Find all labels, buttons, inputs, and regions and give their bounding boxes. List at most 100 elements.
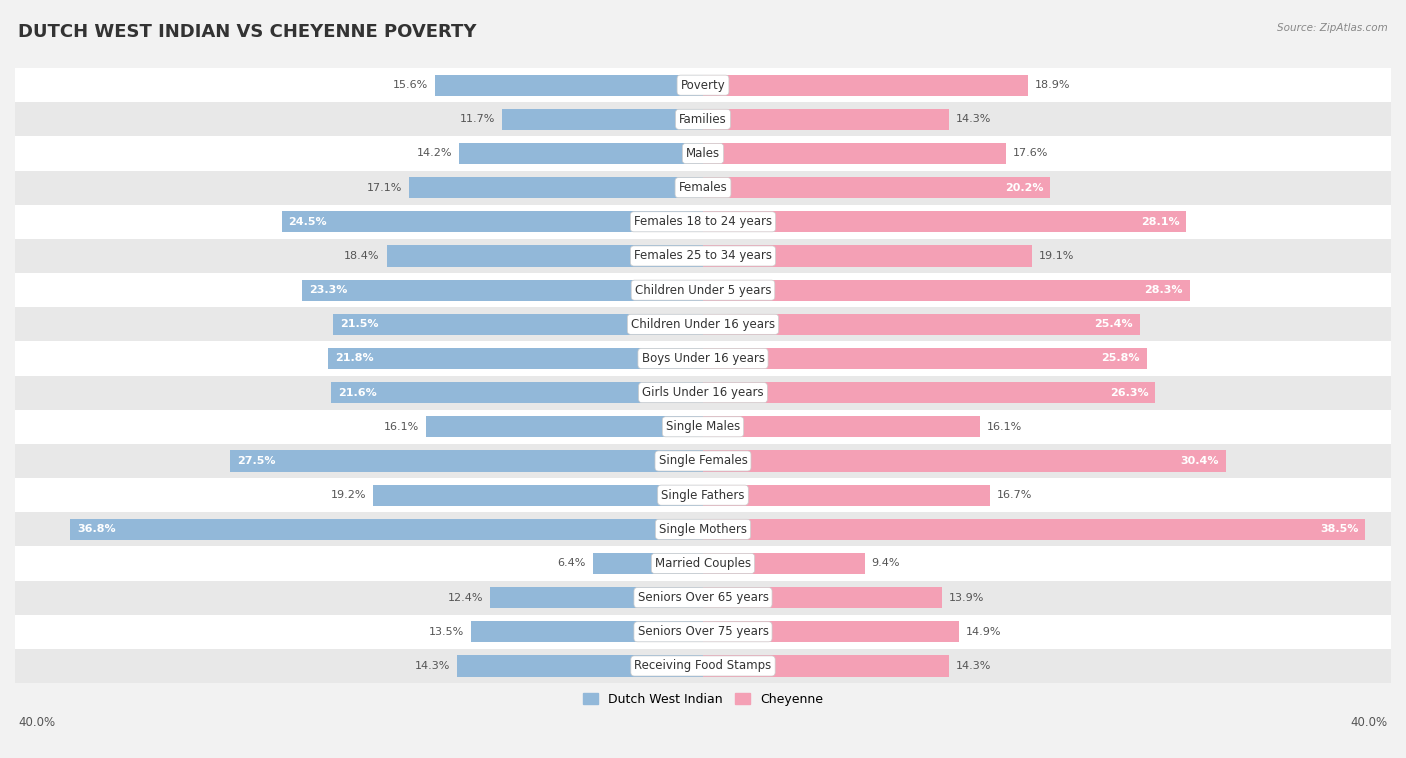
Text: 16.7%: 16.7% [997,490,1032,500]
Bar [302,280,703,301]
Bar [15,410,1391,444]
Bar [70,518,703,540]
Bar [387,246,703,267]
Text: 21.5%: 21.5% [340,319,378,329]
Bar [333,314,703,335]
Text: Receiving Food Stamps: Receiving Food Stamps [634,659,772,672]
Legend: Dutch West Indian, Cheyenne: Dutch West Indian, Cheyenne [578,688,828,710]
Text: Males: Males [686,147,720,160]
Text: 25.4%: 25.4% [1094,319,1133,329]
Bar [703,314,1140,335]
Text: DUTCH WEST INDIAN VS CHEYENNE POVERTY: DUTCH WEST INDIAN VS CHEYENNE POVERTY [18,23,477,41]
Bar [328,348,703,369]
Text: Poverty: Poverty [681,79,725,92]
Text: 21.8%: 21.8% [335,353,374,364]
Bar [703,108,949,130]
Bar [703,450,1226,471]
Bar [231,450,703,471]
Text: 14.3%: 14.3% [956,114,991,124]
Bar [703,246,1032,267]
Text: Single Mothers: Single Mothers [659,523,747,536]
Bar [703,416,980,437]
Text: 40.0%: 40.0% [18,716,55,729]
Text: 28.3%: 28.3% [1144,285,1182,295]
Text: 13.5%: 13.5% [429,627,464,637]
Text: Boys Under 16 years: Boys Under 16 years [641,352,765,365]
Bar [15,547,1391,581]
Text: Single Males: Single Males [666,420,740,434]
Bar [703,177,1050,199]
Text: 14.9%: 14.9% [966,627,1001,637]
Bar [703,622,959,642]
Bar [471,622,703,642]
Bar [373,484,703,506]
Bar [489,587,703,608]
Bar [15,68,1391,102]
Text: Females: Females [679,181,727,194]
Text: 15.6%: 15.6% [392,80,427,90]
Text: 20.2%: 20.2% [1005,183,1043,193]
Text: 14.2%: 14.2% [416,149,451,158]
Bar [434,74,703,96]
Text: Children Under 5 years: Children Under 5 years [634,283,772,296]
Text: 18.9%: 18.9% [1035,80,1070,90]
Bar [703,382,1156,403]
Text: 25.8%: 25.8% [1101,353,1140,364]
Text: 17.6%: 17.6% [1012,149,1047,158]
Bar [703,553,865,574]
Text: 27.5%: 27.5% [236,456,276,466]
Bar [703,280,1189,301]
Bar [15,341,1391,375]
Text: 30.4%: 30.4% [1181,456,1219,466]
Text: 26.3%: 26.3% [1109,387,1149,398]
Bar [15,444,1391,478]
Text: 12.4%: 12.4% [447,593,482,603]
Text: 23.3%: 23.3% [309,285,347,295]
Bar [15,581,1391,615]
Bar [15,615,1391,649]
Text: Girls Under 16 years: Girls Under 16 years [643,386,763,399]
Bar [426,416,703,437]
Bar [15,375,1391,410]
Text: 16.1%: 16.1% [384,421,419,432]
Text: 21.6%: 21.6% [339,387,377,398]
Bar [15,273,1391,307]
Bar [15,239,1391,273]
Text: 38.5%: 38.5% [1320,525,1358,534]
Text: 14.3%: 14.3% [956,661,991,671]
Text: 13.9%: 13.9% [949,593,984,603]
Text: 18.4%: 18.4% [344,251,380,261]
Text: 24.5%: 24.5% [288,217,328,227]
Bar [15,171,1391,205]
Text: Source: ZipAtlas.com: Source: ZipAtlas.com [1277,23,1388,33]
Bar [332,382,703,403]
Text: 9.4%: 9.4% [872,559,900,568]
Bar [703,74,1028,96]
Text: Females 18 to 24 years: Females 18 to 24 years [634,215,772,228]
Bar [703,211,1187,233]
Text: 28.1%: 28.1% [1140,217,1180,227]
Text: Married Couples: Married Couples [655,557,751,570]
Text: Females 25 to 34 years: Females 25 to 34 years [634,249,772,262]
Bar [703,587,942,608]
Text: Children Under 16 years: Children Under 16 years [631,318,775,330]
Text: Single Females: Single Females [658,455,748,468]
Bar [703,518,1365,540]
Text: 6.4%: 6.4% [558,559,586,568]
Text: Seniors Over 65 years: Seniors Over 65 years [637,591,769,604]
Bar [502,108,703,130]
Text: 36.8%: 36.8% [77,525,115,534]
Bar [15,102,1391,136]
Bar [15,512,1391,547]
Bar [458,143,703,164]
Text: 19.1%: 19.1% [1039,251,1074,261]
Text: 17.1%: 17.1% [367,183,402,193]
Text: 16.1%: 16.1% [987,421,1022,432]
Bar [15,136,1391,171]
Bar [15,649,1391,683]
Bar [15,307,1391,341]
Text: 19.2%: 19.2% [330,490,366,500]
Text: Single Fathers: Single Fathers [661,489,745,502]
Text: Seniors Over 75 years: Seniors Over 75 years [637,625,769,638]
Bar [457,656,703,677]
